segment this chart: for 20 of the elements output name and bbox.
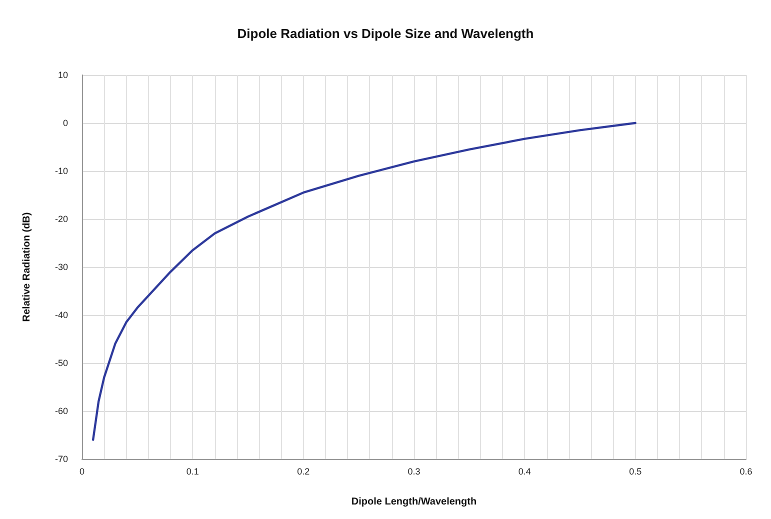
x-tick-label: 0: [79, 466, 85, 476]
y-tick-label: -10: [54, 166, 68, 176]
x-axis-title: Dipole Length/Wavelength: [351, 496, 477, 508]
y-tick-label: -70: [54, 454, 68, 464]
y-tick-label: -20: [54, 214, 68, 224]
y-tick-label: 0: [62, 118, 68, 128]
y-tick-label: 10: [58, 70, 68, 80]
y-axis-title: Relative Radiation (dB): [22, 212, 32, 322]
x-tick-label: 0.6: [740, 466, 752, 476]
chart-title: Dipole Radiation vs Dipole Size and Wavelength: [237, 26, 534, 41]
line-series: [92, 122, 636, 441]
y-tick-label: -30: [54, 262, 68, 272]
y-tick-label: -60: [54, 406, 68, 416]
y-tick-label: -40: [54, 310, 68, 320]
x-tick-label: 0.2: [297, 466, 310, 476]
x-tick-label: 0.1: [186, 466, 199, 476]
x-tick-label: 0.5: [629, 466, 642, 476]
x-tick-label: 0.4: [518, 466, 531, 476]
x-tick-label: 0.3: [408, 466, 420, 476]
y-tick-label: -50: [54, 358, 68, 368]
